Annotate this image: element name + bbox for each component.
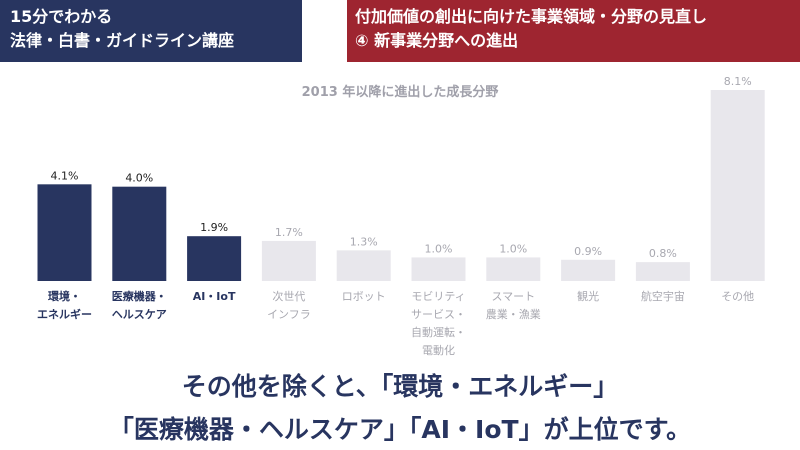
value-label-2: 1.9% bbox=[200, 221, 228, 234]
value-label-9: 8.1% bbox=[724, 75, 752, 88]
bar-5 bbox=[411, 257, 466, 281]
series-title-line2: 法律・白書・ガイドライン講座 bbox=[10, 31, 235, 50]
category-label-line: スマート bbox=[491, 290, 535, 303]
category-label-line: 観光 bbox=[577, 289, 599, 303]
category-label-line: ロボット bbox=[342, 290, 386, 303]
category-label-3: 次世代インフラ bbox=[267, 289, 311, 321]
category-label-1: 医療機器・ヘルスケア bbox=[112, 289, 167, 321]
caption-line2: 「医療機器・ヘルスケア」「AI・IoT」が上位です。 bbox=[108, 415, 692, 444]
series-banner: 15分でわかる 法律・白書・ガイドライン講座 bbox=[0, 0, 302, 62]
bar-9 bbox=[710, 90, 765, 281]
chart-title: 2013 年以降に進出した成長分野 bbox=[301, 85, 499, 100]
bar-0 bbox=[37, 184, 92, 281]
category-label-0: 環境・エネルギー bbox=[37, 289, 92, 321]
value-label-0: 4.1% bbox=[51, 169, 79, 182]
value-label-3: 1.7% bbox=[275, 226, 303, 239]
category-label-line: インフラ bbox=[267, 308, 311, 321]
topic-banner: 付加価値の創出に向けた事業領域・分野の見直し ④ 新事業分野への進出 bbox=[347, 0, 800, 62]
category-label-line: 自動運転・ bbox=[411, 325, 466, 339]
category-label-4: ロボット bbox=[342, 290, 386, 303]
category-label-line: 医療機器・ bbox=[112, 289, 167, 303]
category-label-2: AI・IoT bbox=[193, 290, 236, 303]
value-label-1: 4.0% bbox=[125, 172, 153, 185]
category-label-line: 環境・ bbox=[48, 289, 81, 303]
category-label-6: スマート農業・漁業 bbox=[486, 290, 541, 321]
category-label-line: その他 bbox=[721, 290, 754, 303]
value-label-7: 0.9% bbox=[574, 245, 602, 258]
category-label-line: 電動化 bbox=[422, 343, 455, 357]
bar-1 bbox=[112, 186, 167, 281]
category-label-line: AI・IoT bbox=[193, 290, 236, 303]
bar-8 bbox=[635, 262, 690, 281]
category-label-line: サービス・ bbox=[411, 308, 466, 321]
category-label-line: 次世代 bbox=[272, 289, 305, 303]
value-label-5: 1.0% bbox=[425, 242, 453, 255]
category-label-line: モビリティ bbox=[411, 290, 465, 303]
bar-7 bbox=[561, 259, 616, 281]
series-title-line1: 15分でわかる bbox=[10, 7, 113, 26]
category-label-9: その他 bbox=[721, 290, 754, 303]
caption-line1: その他を除くと、「環境・エネルギー」 bbox=[181, 372, 619, 401]
category-label-5: モビリティサービス・自動運転・電動化 bbox=[411, 290, 466, 357]
value-label-4: 1.3% bbox=[350, 235, 378, 248]
bar-3 bbox=[261, 240, 316, 281]
category-label-8: 航空宇宙 bbox=[641, 289, 685, 303]
bar-4 bbox=[336, 250, 391, 281]
category-label-line: 農業・漁業 bbox=[486, 307, 541, 321]
category-label-line: ヘルスケア bbox=[112, 308, 167, 321]
category-label-line: 航空宇宙 bbox=[641, 289, 685, 303]
topic-title-line2: ④ 新事業分野への進出 bbox=[355, 31, 519, 50]
bar-6 bbox=[486, 257, 541, 281]
category-label-7: 観光 bbox=[577, 289, 599, 303]
topic-title-line1: 付加価値の創出に向けた事業領域・分野の見直し bbox=[355, 7, 708, 26]
category-label-line: エネルギー bbox=[37, 307, 92, 321]
value-label-8: 0.8% bbox=[649, 247, 677, 260]
bar-2 bbox=[187, 236, 242, 281]
value-label-6: 1.0% bbox=[499, 242, 527, 255]
